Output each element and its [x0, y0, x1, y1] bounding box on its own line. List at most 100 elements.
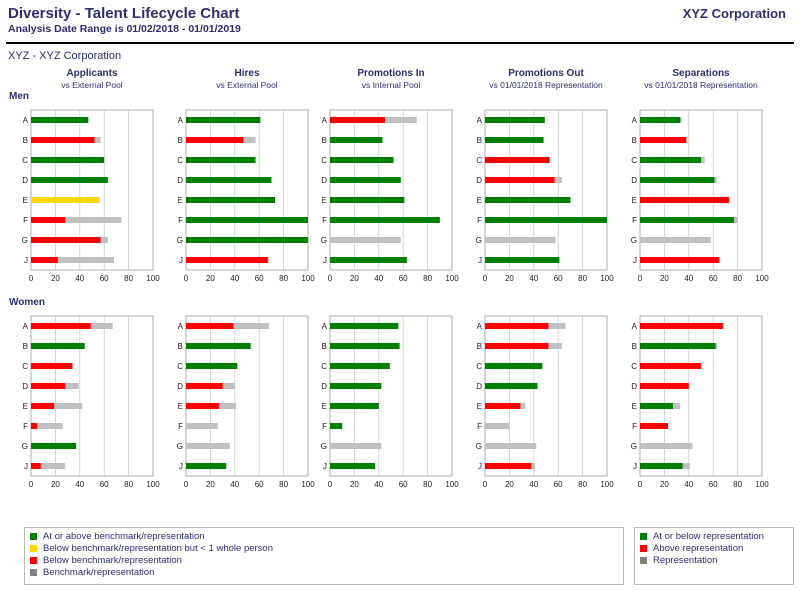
x-tick-label: 0 — [184, 480, 189, 489]
value-bar — [31, 463, 41, 469]
category-label: B — [632, 136, 637, 145]
x-tick-label: 40 — [684, 274, 693, 283]
category-label: F — [178, 216, 183, 225]
x-tick-label: 0 — [29, 274, 34, 283]
value-bar — [485, 463, 532, 469]
value-bar — [640, 117, 681, 123]
x-tick-label: 20 — [505, 480, 514, 489]
x-tick-label: 60 — [709, 480, 718, 489]
value-bar — [31, 177, 108, 183]
company-name: XYZ Corporation — [682, 6, 786, 21]
value-bar — [640, 137, 687, 143]
legend-item: Below benchmark/representation but < 1 w… — [30, 543, 273, 554]
panel-frame — [30, 109, 154, 271]
value-bar — [330, 343, 400, 349]
column-title: Promotions Out — [508, 68, 584, 79]
column-subtitle: vs 01/01/2018 Representation — [489, 80, 603, 90]
category-label: G — [22, 236, 28, 245]
value-bar — [640, 463, 683, 469]
category-label: D — [476, 176, 482, 185]
category-label: C — [476, 156, 482, 165]
x-tick-label: 60 — [399, 480, 408, 489]
column-subtitle: vs Internal Pool — [362, 80, 421, 90]
benchmark-bar — [186, 443, 230, 449]
panel-frame — [329, 109, 453, 271]
category-label: F — [322, 422, 327, 431]
category-label: C — [22, 362, 28, 371]
legend-item: Above representation — [640, 543, 743, 554]
category-label: E — [23, 196, 28, 205]
category-label: D — [631, 176, 637, 185]
category-label: A — [477, 322, 483, 331]
x-tick-label: 40 — [374, 274, 383, 283]
value-bar — [330, 257, 407, 263]
header-rule — [6, 42, 794, 44]
x-tick-label: 100 — [301, 274, 315, 283]
category-label: E — [178, 196, 183, 205]
category-label: D — [177, 382, 183, 391]
x-tick-label: 100 — [301, 480, 315, 489]
value-bar — [31, 237, 101, 243]
legend-label: Below benchmark/representation — [43, 555, 182, 566]
value-bar — [640, 217, 734, 223]
x-tick-label: 80 — [279, 480, 288, 489]
value-bar — [186, 403, 219, 409]
legend-label: At or below representation — [653, 531, 764, 542]
analysis-date-range: Analysis Date Range is 01/02/2018 - 01/0… — [8, 23, 241, 35]
panel-frame — [30, 315, 154, 477]
value-bar — [31, 117, 89, 123]
category-label: G — [631, 442, 637, 451]
benchmark-bar — [330, 237, 401, 243]
x-tick-label: 0 — [328, 274, 333, 283]
category-label: F — [477, 216, 482, 225]
value-bar — [330, 323, 399, 329]
category-label: A — [632, 322, 638, 331]
category-label: E — [477, 402, 482, 411]
value-bar — [485, 323, 549, 329]
value-bar — [485, 383, 538, 389]
legend-swatch — [640, 557, 647, 564]
value-bar — [186, 217, 308, 223]
value-bar — [485, 177, 555, 183]
legend-item: At or above benchmark/representation — [30, 531, 205, 542]
legend-swatch — [30, 557, 37, 564]
x-tick-label: 20 — [206, 274, 215, 283]
value-bar — [640, 197, 730, 203]
value-bar — [31, 343, 85, 349]
category-label: B — [322, 342, 327, 351]
x-tick-label: 0 — [483, 274, 488, 283]
value-bar — [186, 257, 268, 263]
category-label: A — [23, 322, 29, 331]
category-label: C — [321, 156, 327, 165]
category-label: J — [179, 256, 183, 265]
category-label: A — [23, 116, 29, 125]
value-bar — [640, 383, 689, 389]
category-label: F — [477, 422, 482, 431]
category-label: D — [476, 382, 482, 391]
x-tick-label: 80 — [124, 480, 133, 489]
x-tick-label: 60 — [709, 274, 718, 283]
x-tick-label: 60 — [399, 274, 408, 283]
org-label: XYZ - XYZ Corporation — [8, 50, 122, 62]
value-bar — [186, 157, 256, 163]
benchmark-bar — [31, 217, 122, 223]
x-tick-label: 80 — [423, 274, 432, 283]
legend-swatch — [30, 533, 37, 540]
x-tick-label: 40 — [230, 480, 239, 489]
x-tick-label: 40 — [230, 274, 239, 283]
category-label: A — [322, 322, 328, 331]
column-subtitle: vs External Pool — [61, 80, 123, 90]
x-tick-label: 20 — [350, 480, 359, 489]
benchmark-bar — [485, 443, 537, 449]
category-label: A — [322, 116, 328, 125]
category-label: J — [179, 462, 183, 471]
x-tick-label: 20 — [350, 274, 359, 283]
category-label: B — [477, 342, 482, 351]
value-bar — [31, 363, 73, 369]
x-tick-label: 20 — [505, 274, 514, 283]
legend-item: At or below representation — [640, 531, 764, 542]
value-bar — [485, 197, 571, 203]
value-bar — [485, 257, 560, 263]
category-label: F — [632, 216, 637, 225]
report-title: Diversity - Talent Lifecycle Chart — [8, 5, 240, 22]
